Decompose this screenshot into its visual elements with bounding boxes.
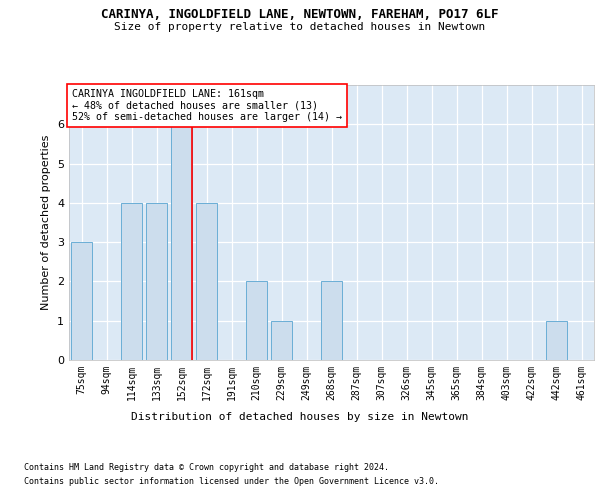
Text: CARINYA, INGOLDFIELD LANE, NEWTOWN, FAREHAM, PO17 6LF: CARINYA, INGOLDFIELD LANE, NEWTOWN, FARE…	[101, 8, 499, 20]
Bar	[546, 320, 567, 360]
Text: CARINYA INGOLDFIELD LANE: 161sqm
← 48% of detached houses are smaller (13)
52% o: CARINYA INGOLDFIELD LANE: 161sqm ← 48% o…	[71, 89, 341, 122]
Bar	[71, 242, 92, 360]
Text: Contains HM Land Registry data © Crown copyright and database right 2024.: Contains HM Land Registry data © Crown c…	[24, 462, 389, 471]
Text: Distribution of detached houses by size in Newtown: Distribution of detached houses by size …	[131, 412, 469, 422]
Bar	[171, 124, 192, 360]
Text: Size of property relative to detached houses in Newtown: Size of property relative to detached ho…	[115, 22, 485, 32]
Text: Contains public sector information licensed under the Open Government Licence v3: Contains public sector information licen…	[24, 478, 439, 486]
Bar	[196, 203, 217, 360]
Y-axis label: Number of detached properties: Number of detached properties	[41, 135, 52, 310]
Bar	[246, 282, 267, 360]
Bar	[121, 203, 142, 360]
Bar	[146, 203, 167, 360]
Bar	[321, 282, 342, 360]
Bar	[271, 320, 292, 360]
